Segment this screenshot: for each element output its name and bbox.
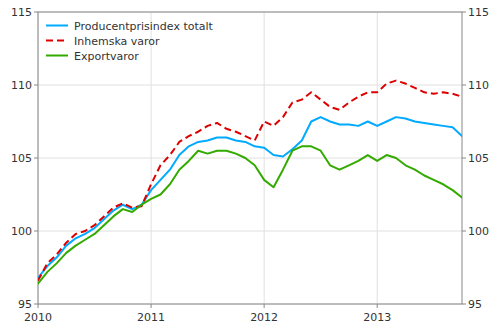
x-tick-label: 2010 <box>24 311 52 324</box>
legend: Producentprisindex totalt Inhemska varor E… <box>46 20 214 63</box>
x-tick <box>264 304 265 308</box>
legend-label: Inhemska varor <box>74 35 160 48</box>
series-line <box>38 146 462 283</box>
y-tick-label: 105 <box>11 152 32 165</box>
y-tick-label: 100 <box>11 225 32 238</box>
y2-tick <box>462 85 466 86</box>
y-tick <box>34 12 38 13</box>
y-tick <box>34 231 38 232</box>
y2-tick <box>462 12 466 13</box>
x-tick-label: 2011 <box>137 311 165 324</box>
legend-swatch <box>46 55 68 57</box>
y-tick <box>34 158 38 159</box>
y2-tick <box>462 304 466 305</box>
legend-label: Producentprisindex totalt <box>74 20 214 33</box>
y2-tick <box>462 231 466 232</box>
legend-label: Exportvaror <box>74 50 139 63</box>
y2-tick-label: 95 <box>468 298 482 311</box>
grid-line-y <box>38 85 462 86</box>
y2-tick-label: 105 <box>468 152 489 165</box>
y2-tick-label: 110 <box>468 79 489 92</box>
grid-line-y <box>38 231 462 232</box>
legend-swatch <box>46 25 68 27</box>
plot-frame <box>38 12 462 304</box>
y2-tick <box>462 158 466 159</box>
x-axis: 2010 2011 2012 2013 <box>24 304 391 324</box>
legend-swatch <box>46 40 68 42</box>
y2-tick-label: 100 <box>468 225 489 238</box>
x-tick <box>38 304 39 308</box>
x-tick-label: 2013 <box>363 311 391 324</box>
y-axis: 95 100 105 110 115 <box>11 6 38 311</box>
y-tick <box>34 304 38 305</box>
grid-line-x <box>264 12 265 304</box>
y2-axis: 95 100 105 110 115 <box>462 6 489 311</box>
y-tick-label: 110 <box>11 79 32 92</box>
series-line <box>38 117 462 278</box>
x-tick <box>377 304 378 308</box>
grid-line-x <box>377 12 378 304</box>
x-tick <box>151 304 152 308</box>
y2-tick-label: 115 <box>468 6 489 19</box>
y-tick-label: 115 <box>11 6 32 19</box>
x-tick-label: 2012 <box>250 311 278 324</box>
chart: 95 100 105 110 115 95 100 105 110 115 2010 2011 2012… <box>0 0 500 330</box>
series-line <box>38 81 462 281</box>
lines <box>38 81 462 284</box>
grid-line-x <box>151 12 152 304</box>
y-tick-label: 95 <box>18 298 32 311</box>
y-tick <box>34 85 38 86</box>
grid <box>38 12 462 304</box>
grid-line-y <box>38 158 462 159</box>
